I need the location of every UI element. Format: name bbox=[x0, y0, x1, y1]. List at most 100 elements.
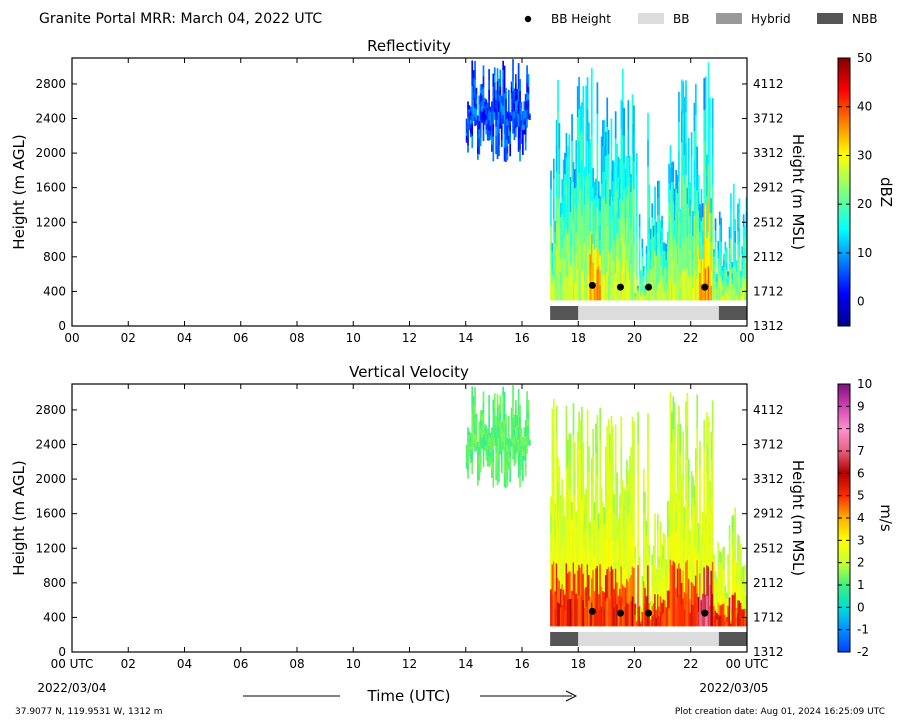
velocity-field-cell bbox=[500, 428, 503, 437]
velocity-field-cell bbox=[697, 552, 700, 568]
velocity-field-cell bbox=[485, 440, 488, 446]
velocity-field-cell bbox=[700, 534, 703, 548]
reflectivity-field-cell bbox=[728, 237, 731, 249]
reflectivity-field-cell bbox=[512, 122, 514, 134]
velocity-field-cell bbox=[741, 575, 744, 584]
reflectivity-field-cell bbox=[505, 108, 507, 120]
velocity-field-cell bbox=[640, 608, 642, 611]
reflectivity-field-cell bbox=[651, 231, 654, 246]
reflectivity-field-cell bbox=[723, 286, 725, 294]
velocity-field-cell bbox=[689, 598, 692, 613]
reflectivity-field-cell bbox=[730, 193, 732, 209]
velocity-field-cell bbox=[590, 578, 593, 603]
reflectivity-field-cell bbox=[699, 258, 701, 273]
velocity-field-cell bbox=[469, 432, 472, 438]
reflectivity-field-cell bbox=[522, 111, 524, 118]
velocity-field-cell bbox=[668, 554, 670, 573]
velocity-field-cell bbox=[652, 614, 655, 627]
velocity-field-cell bbox=[597, 529, 600, 546]
reflectivity-field-cell bbox=[607, 154, 610, 179]
reflectivity-field-cell bbox=[690, 156, 693, 181]
velocity-field-cell bbox=[662, 545, 665, 560]
y-tick-label: 2000 bbox=[35, 472, 66, 486]
reflectivity-field-cell bbox=[724, 250, 727, 259]
velocity-field-cell bbox=[492, 412, 495, 425]
velocity-field-cell bbox=[612, 426, 614, 456]
reflectivity-field-cell bbox=[700, 284, 703, 301]
velocity-field-cell bbox=[662, 599, 665, 613]
velocity-field-cell bbox=[617, 518, 620, 535]
reflectivity-field-cell bbox=[485, 129, 488, 135]
reflectivity-ylabel-right: Height (m MSL) bbox=[789, 134, 807, 250]
velocity-field-cell bbox=[675, 587, 677, 608]
reflectivity-field-cell bbox=[499, 78, 502, 87]
reflectivity-field-cell bbox=[478, 120, 481, 130]
reflectivity-field-cell bbox=[581, 102, 583, 131]
velocity-field-cell bbox=[502, 413, 505, 423]
velocity-field-cell bbox=[637, 503, 640, 535]
velocity-field-cell bbox=[641, 583, 644, 591]
reflectivity-field-cell bbox=[627, 271, 630, 301]
velocity-field-cell bbox=[710, 570, 713, 599]
velocity-field-cell bbox=[550, 607, 552, 627]
reflectivity-field-cell bbox=[574, 206, 576, 226]
velocity-field-cell bbox=[697, 581, 700, 597]
velocity-field-cell bbox=[641, 604, 644, 613]
reflectivity-field-cell bbox=[522, 142, 524, 149]
reflectivity-field-cell bbox=[593, 249, 596, 267]
velocity-field-cell bbox=[582, 494, 585, 522]
reflectivity-field-cell bbox=[687, 230, 690, 255]
bb-height-dot bbox=[701, 283, 709, 291]
reflectivity-field-cell bbox=[658, 265, 661, 284]
velocity-field-cell bbox=[654, 561, 656, 579]
reflectivity-field-cell bbox=[614, 111, 617, 139]
velocity-field-cell bbox=[488, 445, 490, 457]
velocity-field-cell bbox=[739, 578, 742, 591]
velocity-field-cell bbox=[633, 567, 635, 598]
velocity-field-cell bbox=[685, 529, 687, 563]
reflectivity-field-cell bbox=[671, 221, 673, 242]
reflectivity-field-cell bbox=[720, 217, 722, 230]
velocity-field-cell bbox=[600, 566, 603, 587]
reflectivity-field-cell bbox=[579, 105, 582, 134]
reflectivity-field-cell bbox=[596, 113, 599, 145]
velocity-field-cell bbox=[585, 606, 587, 627]
reflectivity-field-cell bbox=[474, 88, 476, 99]
velocity-field-cell bbox=[641, 590, 644, 598]
reflectivity-field-cell bbox=[716, 288, 718, 293]
reflectivity-field-cell bbox=[709, 242, 711, 272]
velocity-field-cell bbox=[510, 430, 513, 436]
reflectivity-field-cell bbox=[596, 144, 599, 176]
velocity-field-cell bbox=[728, 582, 731, 598]
velocity-field-cell bbox=[489, 456, 492, 462]
velocity-field-cell bbox=[730, 614, 732, 617]
reflectivity-field-cell bbox=[676, 282, 679, 301]
velocity-field-cell bbox=[493, 415, 496, 424]
reflectivity-field-cell bbox=[680, 142, 683, 175]
velocity-field-cell bbox=[557, 553, 559, 579]
reflectivity-field-cell bbox=[604, 155, 607, 181]
reflectivity-field-cell bbox=[668, 163, 670, 184]
velocity-field-cell bbox=[467, 427, 469, 436]
velocity-field-cell bbox=[621, 584, 624, 606]
velocity-field-cell bbox=[720, 562, 722, 574]
reflectivity-field-cell bbox=[612, 160, 614, 181]
reflectivity-field-cell bbox=[567, 190, 569, 213]
reflectivity-field-cell bbox=[647, 246, 649, 274]
velocity-field-cell bbox=[720, 615, 722, 627]
reflectivity-field-cell bbox=[467, 123, 469, 131]
reflectivity-field-cell bbox=[738, 227, 741, 243]
velocity-field-cell bbox=[507, 431, 510, 440]
reflectivity-field-cell bbox=[671, 162, 673, 183]
velocity-field-cell bbox=[742, 583, 745, 593]
velocity-field-cell bbox=[711, 497, 714, 530]
velocity-field-cell bbox=[644, 510, 647, 531]
reflectivity-field-cell bbox=[599, 210, 602, 226]
reflectivity-field-cell bbox=[496, 106, 499, 121]
reflectivity-field-cell bbox=[516, 115, 519, 122]
reflectivity-field-cell bbox=[514, 101, 517, 111]
velocity-field-cell bbox=[624, 490, 627, 511]
velocity-field-cell bbox=[582, 468, 585, 495]
reflectivity-field-cell bbox=[694, 145, 697, 177]
reflectivity-field-cell bbox=[734, 288, 737, 301]
